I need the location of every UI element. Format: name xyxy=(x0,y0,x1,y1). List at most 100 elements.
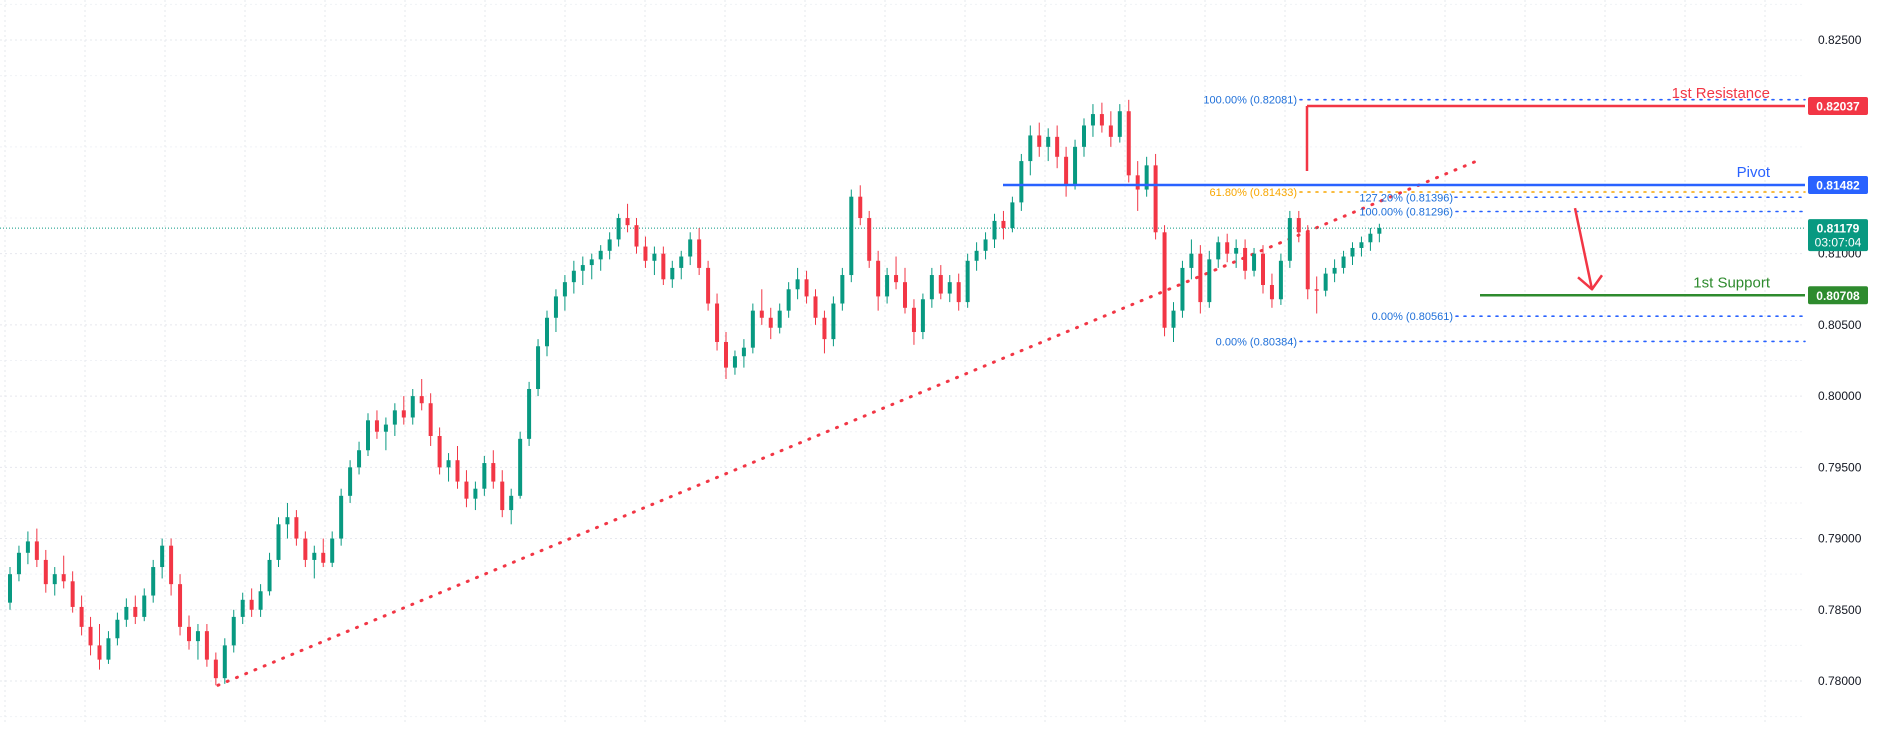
candle-body xyxy=(249,599,254,610)
candle-body xyxy=(670,267,675,280)
candle-body xyxy=(518,438,523,496)
candle-body xyxy=(661,253,666,280)
candle-body xyxy=(1162,232,1167,328)
candle-body xyxy=(1019,161,1024,203)
candle-body xyxy=(1108,125,1113,137)
candle-body xyxy=(643,246,648,261)
candle-body xyxy=(401,410,406,418)
candle-body xyxy=(115,619,120,639)
candle-body xyxy=(616,218,621,240)
candle-body xyxy=(580,265,585,271)
candle-body xyxy=(473,488,478,499)
candle-body xyxy=(482,463,487,489)
price-tick-label: 0.79000 xyxy=(1818,532,1862,546)
candle-body xyxy=(715,303,720,342)
candle-body xyxy=(133,606,138,617)
candle-body xyxy=(240,599,245,617)
price-tick-label: 0.82500 xyxy=(1818,33,1862,47)
candles xyxy=(8,99,1382,686)
candle-body xyxy=(1037,135,1042,147)
candle-body xyxy=(1135,175,1140,190)
candle-body xyxy=(840,275,845,304)
fib-level-label: 0.00% (0.80561) xyxy=(1372,311,1453,323)
projection-arrow-shaft xyxy=(1573,207,1594,290)
candle-body xyxy=(724,341,728,368)
candle-body xyxy=(804,279,809,297)
price-tick-label: 0.78000 xyxy=(1818,674,1862,688)
candle-body xyxy=(509,495,514,511)
candle-body xyxy=(831,303,836,340)
candle-body xyxy=(1305,232,1310,290)
candle-body xyxy=(1368,233,1373,243)
price-tick-label: 0.79500 xyxy=(1818,460,1862,474)
price-tick-label: 0.78500 xyxy=(1818,603,1862,617)
candle-body xyxy=(607,239,612,251)
candle-body xyxy=(312,552,317,560)
candle-body xyxy=(697,239,702,268)
candle-body xyxy=(858,196,863,219)
candle-body xyxy=(330,538,335,563)
current-price-tag xyxy=(1808,219,1868,252)
candle-body xyxy=(1001,220,1006,229)
candle-body xyxy=(195,631,200,642)
candle-body xyxy=(553,296,558,318)
candle-body xyxy=(500,481,505,511)
candle-body xyxy=(1287,218,1292,261)
candle-body xyxy=(437,435,442,468)
candle-body xyxy=(339,495,344,539)
candle-body xyxy=(88,626,93,646)
candle-body xyxy=(34,541,39,560)
candle-body xyxy=(1055,136,1060,157)
candle-body xyxy=(894,275,899,283)
candle-body xyxy=(392,410,397,425)
candle-body xyxy=(231,616,236,646)
candle-body xyxy=(52,574,57,585)
candle-body xyxy=(876,260,881,297)
candle-body xyxy=(652,253,657,261)
candle-body xyxy=(634,225,639,247)
bar-countdown: 03:07:04 xyxy=(1815,236,1862,250)
candle-body xyxy=(536,346,541,389)
candle-body xyxy=(1082,125,1086,147)
candle-body xyxy=(276,524,281,560)
fib-level-label: 100.00% (0.81296) xyxy=(1359,207,1453,219)
candle-body xyxy=(849,196,854,276)
candle-body xyxy=(204,631,209,660)
candle-body xyxy=(106,638,111,660)
candle-body xyxy=(938,275,943,294)
candle-body xyxy=(1126,111,1131,176)
candle-body xyxy=(545,317,549,347)
candle-body xyxy=(285,517,290,525)
candle-body xyxy=(598,250,603,260)
candle-body xyxy=(885,275,890,297)
candle-body xyxy=(1144,165,1149,190)
candle-body xyxy=(267,559,272,592)
candle-body xyxy=(303,538,308,560)
candle-body xyxy=(1099,114,1104,126)
candle-body xyxy=(956,282,961,303)
candle-body xyxy=(1323,273,1328,291)
price-tag-value: 0.82037 xyxy=(1816,99,1860,113)
candle-body xyxy=(79,606,84,627)
candle-body xyxy=(357,450,362,468)
price-tag-value: 0.80708 xyxy=(1816,289,1860,303)
candle-body xyxy=(1234,247,1239,254)
trendline-layer xyxy=(0,158,1805,687)
candle-body xyxy=(142,595,147,617)
candle-body xyxy=(419,396,424,404)
candle-body xyxy=(741,347,746,357)
candle-body xyxy=(786,289,791,311)
candle-body xyxy=(562,282,567,297)
fib-level-label: 61.80% (0.81433) xyxy=(1210,187,1297,199)
candle-body xyxy=(348,467,353,496)
candle-body xyxy=(1180,267,1185,311)
candle-body xyxy=(1359,242,1364,248)
candle-body xyxy=(688,239,693,257)
price-tag xyxy=(1808,176,1868,195)
candle-body xyxy=(410,396,415,418)
candle-body xyxy=(813,296,818,318)
candle-body xyxy=(258,591,263,610)
candle-body xyxy=(294,517,299,539)
candle-body xyxy=(1269,285,1274,300)
